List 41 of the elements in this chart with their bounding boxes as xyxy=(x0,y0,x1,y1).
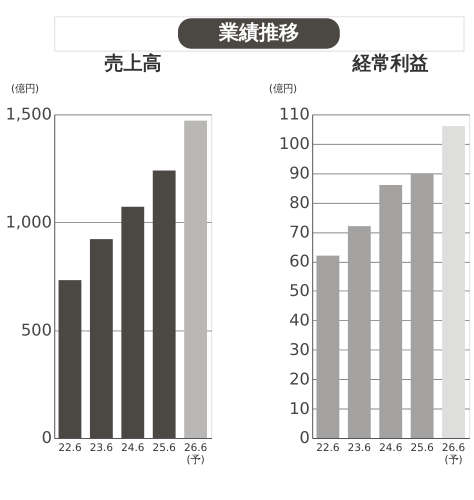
chart-title: 経常利益 xyxy=(352,52,429,75)
x-tick-label: 23.6 xyxy=(90,442,114,454)
x-tick-label: 26.6 (予) xyxy=(184,442,208,466)
text: 業績推移 xyxy=(218,20,299,44)
y-tick-label: 110 xyxy=(278,104,310,124)
y-tick-label: 0 xyxy=(42,428,52,448)
bar xyxy=(379,184,402,438)
y-tick-label: 80 xyxy=(289,192,310,212)
y-tick-label: 100 xyxy=(278,134,310,154)
bar xyxy=(184,120,208,438)
y-tick-label: 500 xyxy=(21,320,52,340)
bar xyxy=(152,170,176,438)
y-tick-label: 90 xyxy=(289,163,310,182)
y-tick-label: 60 xyxy=(289,252,310,271)
y-axis-title: (億円) xyxy=(10,83,40,96)
x-tick-label: 26.6 (予) xyxy=(442,442,466,466)
bar xyxy=(58,280,82,438)
x-tick-label: 24.6 xyxy=(379,442,402,454)
bar xyxy=(410,173,434,438)
x-tick-label: 24.6 xyxy=(121,442,144,454)
y-axis-title: (億円) xyxy=(268,83,298,96)
y-tick-label: 30 xyxy=(289,340,310,359)
x-tick-label: 22.6 xyxy=(58,442,82,454)
x-tick-label: 25.6 xyxy=(410,442,434,454)
y-tick-label: 50 xyxy=(289,281,310,300)
bar xyxy=(348,226,371,438)
x-tick-label: 22.6 xyxy=(316,442,340,454)
y-tick-label: 10 xyxy=(289,398,310,418)
y-tick-label: 1,500 xyxy=(6,104,52,124)
x-tick-label: 25.6 xyxy=(152,442,176,454)
bar xyxy=(90,239,113,438)
chart-subtitle: 売上高 xyxy=(104,52,162,75)
bar xyxy=(316,256,340,438)
y-tick-label: 20 xyxy=(289,369,310,388)
x-tick-label: 23.6 xyxy=(348,442,371,454)
bar xyxy=(121,206,144,438)
y-tick-label: 70 xyxy=(289,222,310,242)
y-tick-label: 0 xyxy=(300,428,310,448)
y-tick-label: 40 xyxy=(289,310,310,330)
y-tick-label: 1,000 xyxy=(6,212,52,232)
bar xyxy=(442,126,465,438)
